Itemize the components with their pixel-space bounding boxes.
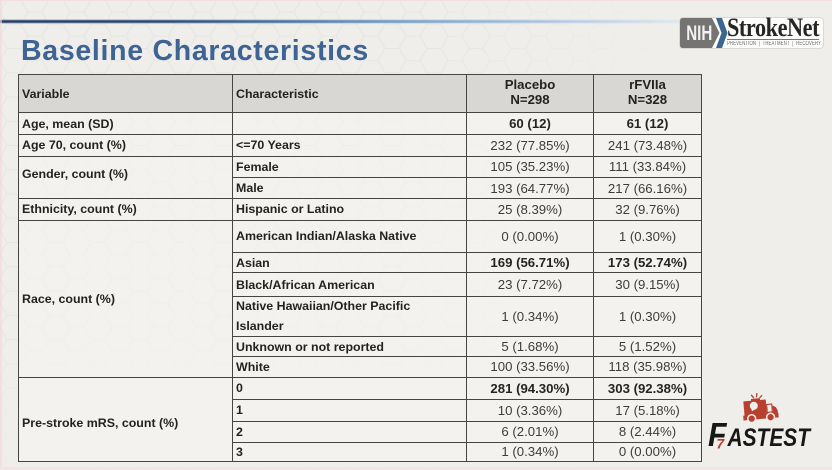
svg-text:7: 7 xyxy=(716,435,725,451)
svg-text:F: F xyxy=(708,417,728,454)
svg-text:ASTEST: ASTEST xyxy=(727,424,813,452)
